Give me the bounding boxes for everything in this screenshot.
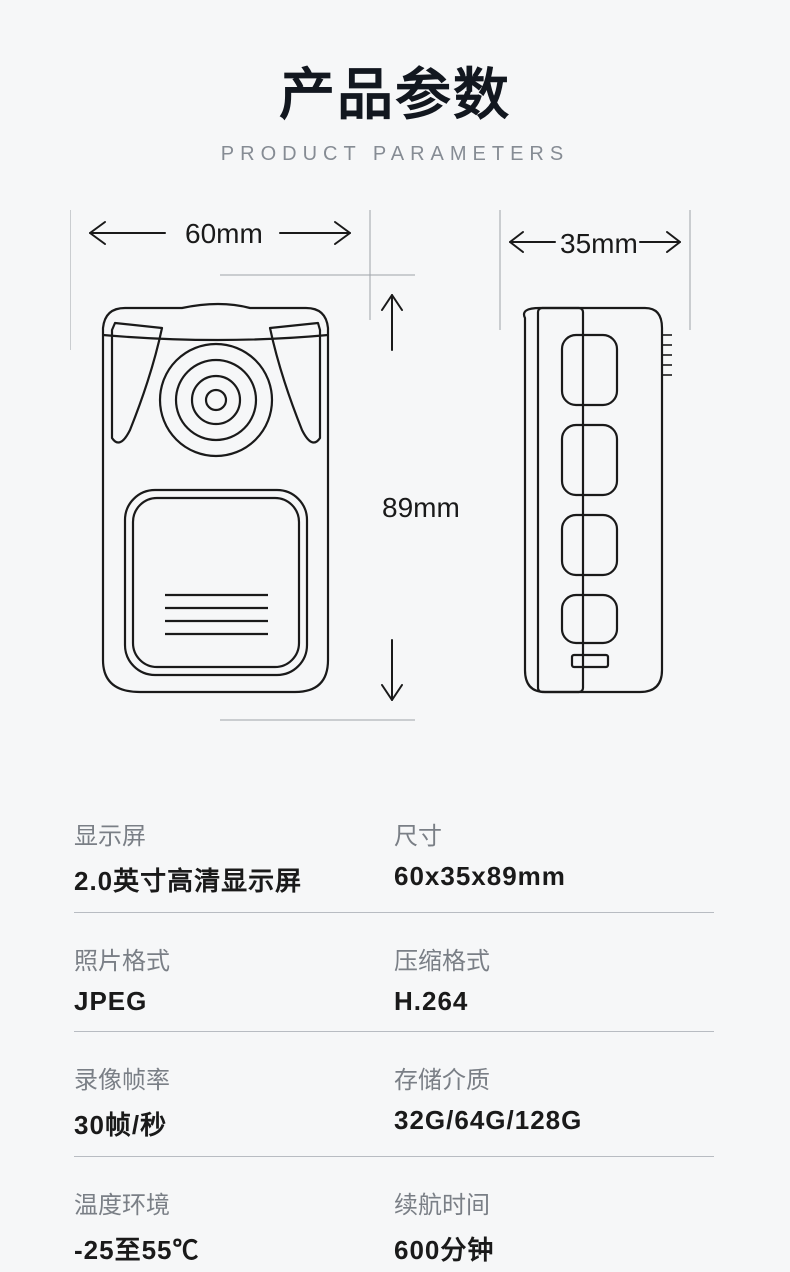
spec-row: 照片格式 JPEG 压缩格式 H.264 [74,925,714,1032]
spec-cell: 照片格式 JPEG [74,941,394,1017]
spec-table: 显示屏 2.0英寸高清显示屏 尺寸 60x35x89mm 照片格式 JPEG 压… [74,800,714,1272]
spec-cell: 显示屏 2.0英寸高清显示屏 [74,816,394,898]
title-cn: 产品参数 [0,50,790,131]
title-en: PRODUCT PARAMETERS [0,143,790,166]
spec-value: 32G/64G/128G [394,1105,706,1136]
spec-cell: 温度环境 -25至55℃ [74,1185,394,1267]
spec-value: 2.0英寸高清显示屏 [74,861,386,898]
spec-cell: 尺寸 60x35x89mm [394,816,714,898]
spec-label: 照片格式 [74,941,386,976]
spec-value: JPEG [74,986,386,1017]
spec-value: 60x35x89mm [394,861,706,892]
spec-row: 录像帧率 30帧/秒 存储介质 32G/64G/128G [74,1044,714,1157]
spec-value: 30帧/秒 [74,1105,386,1142]
spec-label: 显示屏 [74,816,386,851]
spec-row: 显示屏 2.0英寸高清显示屏 尺寸 60x35x89mm [74,800,714,913]
spec-value: 600分钟 [394,1230,706,1267]
spec-cell: 录像帧率 30帧/秒 [74,1060,394,1142]
height-dim-label: 89mm [382,492,460,524]
spec-label: 尺寸 [394,816,706,851]
spec-value: -25至55℃ [74,1230,386,1267]
spec-value: H.264 [394,986,706,1017]
spec-label: 录像帧率 [74,1060,386,1095]
spec-cell: 续航时间 600分钟 [394,1185,714,1267]
width-dim-label: 60mm [185,218,263,250]
spec-label: 续航时间 [394,1185,706,1220]
spec-cell: 存储介质 32G/64G/128G [394,1060,714,1142]
spec-row: 温度环境 -25至55℃ 续航时间 600分钟 [74,1169,714,1272]
spec-label: 温度环境 [74,1185,386,1220]
spec-cell: 压缩格式 H.264 [394,941,714,1017]
product-outline-svg [70,200,720,740]
spec-label: 存储介质 [394,1060,706,1095]
header: 产品参数 PRODUCT PARAMETERS [0,0,790,166]
page: 产品参数 PRODUCT PARAMETERS 60mm 35mm 89mm [0,0,790,1272]
dimension-diagram: 60mm 35mm 89mm [70,200,720,740]
spec-label: 压缩格式 [394,941,706,976]
depth-dim-label: 35mm [560,228,638,260]
